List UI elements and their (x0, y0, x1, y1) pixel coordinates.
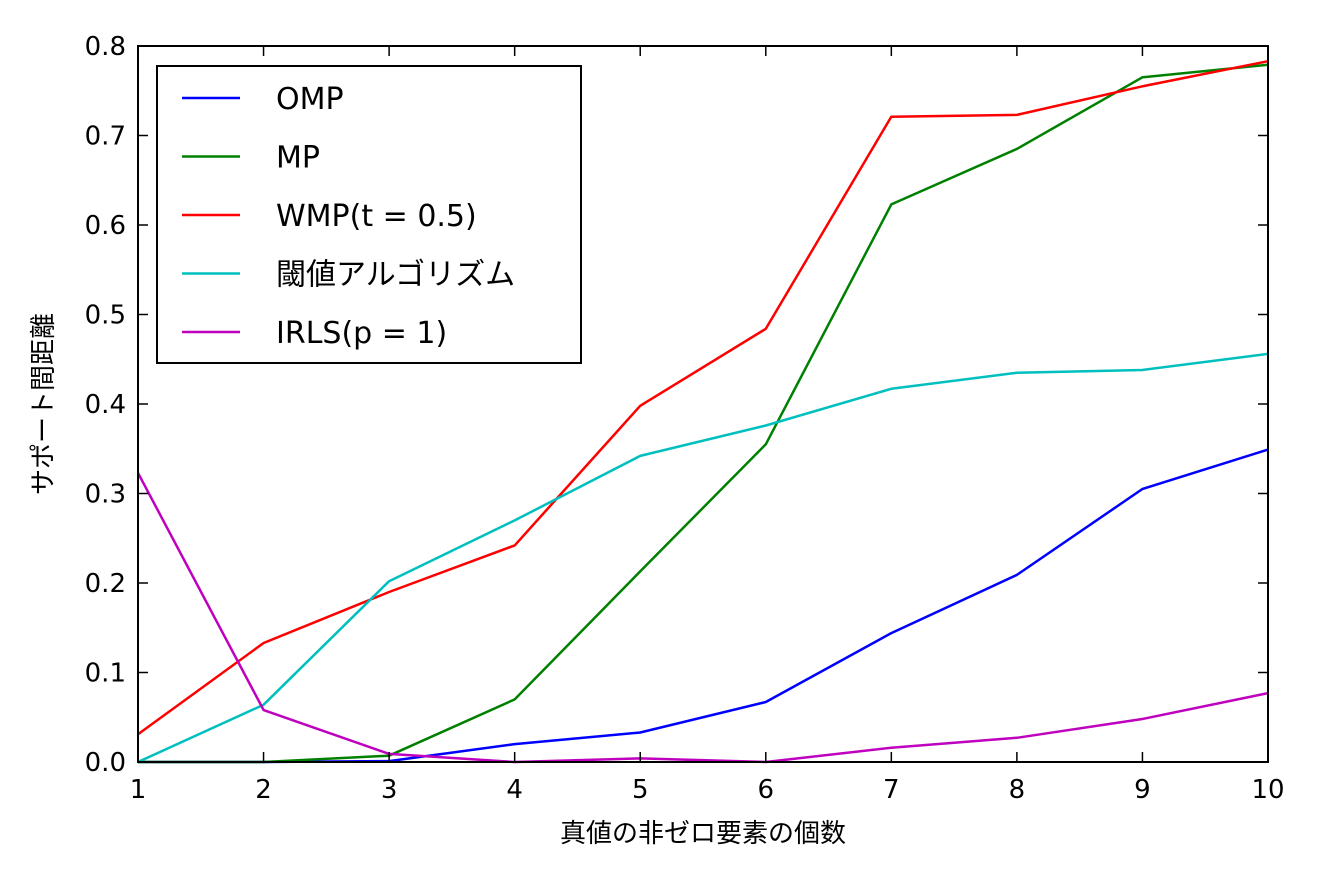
y-tick-label: 0.0 (85, 748, 126, 778)
x-tick-label: 5 (632, 775, 649, 805)
y-tick-label: 0.4 (85, 390, 126, 420)
series-line-1 (138, 63, 1269, 764)
ticks-layer: 1 2 3 4 5 6 7 8 9 10 0.0 0.1 0.2 0.3 0.4 0.5 0.6 0.7 0.8 (85, 32, 1285, 805)
y-tick-label: 0.5 (85, 301, 126, 331)
legend-label-1: MP (276, 141, 320, 176)
y-tick-label: 0.7 (85, 122, 126, 152)
x-tick-label: 2 (255, 775, 272, 805)
legend-label-4: IRLS(p = 1) (276, 316, 447, 351)
y-tick-label: 0.1 (85, 659, 126, 689)
y-tick-label: 0.6 (85, 211, 126, 241)
y-tick-label: 0.2 (85, 569, 126, 599)
x-tick-label: 4 (506, 775, 523, 805)
legend-label-3: 閾値アルゴリズム (276, 258, 515, 293)
x-tick-label: 7 (883, 775, 900, 805)
series-line-3 (137, 352, 1269, 764)
legend: OMP MP WMP(t = 0.5) 閾値アルゴリズム IRLS(p = 1) (156, 65, 582, 364)
y-axis-label: サポート間距離 (29, 313, 59, 495)
x-tick-label: 9 (1134, 775, 1151, 805)
x-tick-label: 8 (1009, 775, 1026, 805)
legend-entries: OMP MP WMP(t = 0.5) 閾値アルゴリズム IRLS(p = 1) (182, 82, 515, 351)
x-tick-label: 1 (130, 775, 147, 805)
legend-label-2: WMP(t = 0.5) (276, 199, 477, 234)
x-axis-label: 真値の非ゼロ要素の個数 (560, 819, 846, 849)
legend-label-0: OMP (276, 82, 344, 117)
x-tick-label: 10 (1251, 775, 1284, 805)
y-tick-label: 0.3 (85, 480, 126, 510)
series-line-2 (137, 59, 1269, 736)
x-tick-label: 6 (758, 775, 775, 805)
series-line-4 (136, 472, 1269, 764)
x-tick-label: 3 (381, 775, 398, 805)
y-tick-label: 0.8 (85, 32, 126, 62)
